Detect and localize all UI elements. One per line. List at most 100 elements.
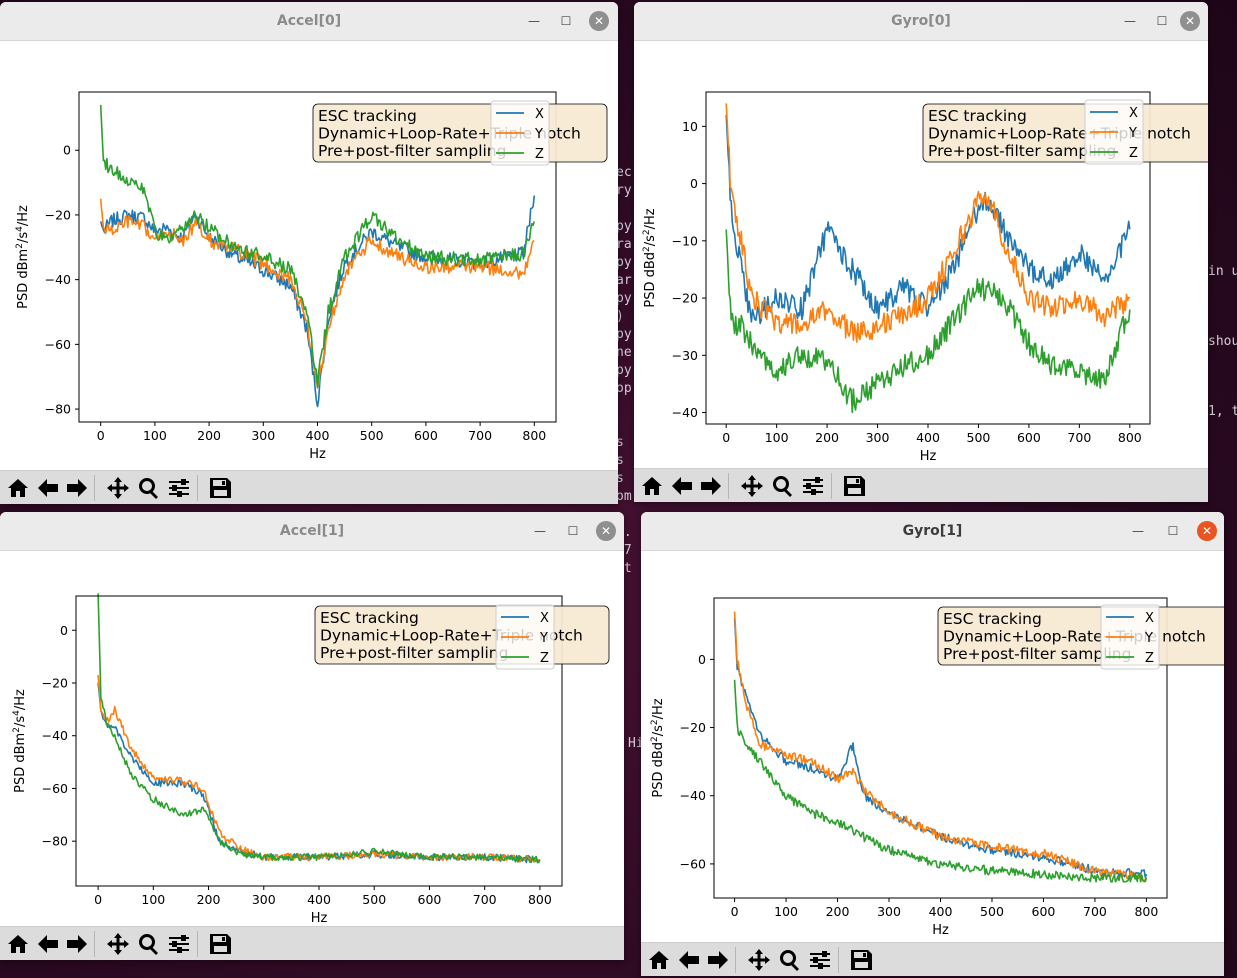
minimize-icon[interactable]: — [1132, 524, 1144, 538]
terminal-line: py [616, 327, 632, 342]
minimize-icon[interactable]: — [1124, 14, 1136, 28]
toolbar-separator [94, 475, 95, 501]
terminal-line: ry [616, 183, 632, 198]
terminal-line: s [616, 435, 624, 450]
save-icon[interactable] [848, 948, 874, 972]
maximize-icon[interactable]: ☐ [1167, 524, 1179, 538]
terminal-line [1208, 359, 1237, 394]
maximize-icon[interactable]: ☐ [1156, 14, 1168, 28]
x-tick-label: 200 [826, 904, 850, 919]
series-line-z [725, 229, 1131, 414]
psd-plot-accel1[interactable]: 0 100 200 300 400 500 600 700 800 −80 −60 −40 −20 0 Hz… [0, 550, 624, 926]
x-axis-label: Hz [932, 923, 949, 938]
home-icon[interactable] [5, 932, 31, 956]
configure-subplots-icon[interactable] [800, 474, 826, 498]
window-accel0[interactable]: Accel[0] — ☐ ✕ 0 100 200 300 400 500 600 700 800… [0, 2, 618, 504]
save-icon[interactable] [207, 932, 233, 956]
x-tick-label: 500 [360, 428, 384, 443]
x-tick-label: 400 [306, 428, 330, 443]
annotation-line: Pre+post-filter sampling [320, 644, 508, 662]
home-icon[interactable] [639, 474, 665, 498]
x-tick-label: 0 [722, 430, 730, 445]
save-icon[interactable] [841, 474, 867, 498]
title-bar[interactable]: Accel[0] — ☐ ✕ [0, 2, 618, 41]
zoom-icon[interactable] [136, 476, 162, 500]
minimize-icon[interactable]: — [528, 14, 540, 28]
terminal-line: in u [1208, 264, 1237, 279]
close-icon[interactable]: ✕ [589, 11, 609, 31]
pan-icon[interactable] [739, 474, 765, 498]
back-arrow-icon[interactable] [35, 476, 61, 500]
zoom-icon[interactable] [136, 932, 162, 956]
maximize-icon[interactable]: ☐ [567, 524, 579, 538]
x-tick-label: 400 [307, 892, 331, 907]
title-bar[interactable]: Gyro[1] — ☐ ✕ [641, 512, 1224, 551]
forward-arrow-icon[interactable] [698, 474, 724, 498]
save-icon[interactable] [207, 476, 233, 500]
y-axis-label: PSD dBm2/s4/Hz [15, 205, 31, 309]
psd-plot-accel0[interactable]: 0 100 200 300 400 500 600 700 800 −80 −60 −40 −20 0 Hz… [0, 40, 618, 470]
back-arrow-icon[interactable] [676, 948, 702, 972]
back-arrow-icon[interactable] [669, 474, 695, 498]
terminal-line [616, 416, 632, 434]
psd-plot-gyro0[interactable]: 0 100 200 300 400 500 600 700 800 −40 −30 −20 −10 0 10… [634, 40, 1208, 468]
back-arrow-icon[interactable] [35, 932, 61, 956]
series-line-z [97, 593, 541, 864]
toolbar-separator [728, 473, 729, 499]
zoom-icon[interactable] [770, 474, 796, 498]
x-tick-label: 700 [1083, 904, 1107, 919]
title-bar[interactable]: Accel[1] — ☐ ✕ [0, 512, 624, 551]
zoom-icon[interactable] [777, 948, 803, 972]
toolbar-separator [197, 931, 198, 957]
annotation-line: ESC tracking [320, 609, 419, 627]
x-tick-label: 200 [197, 428, 221, 443]
pan-icon[interactable] [746, 948, 772, 972]
legend-label: X [1145, 611, 1154, 626]
y-tick-label: −40 [42, 728, 68, 743]
pan-icon[interactable] [105, 476, 131, 500]
configure-subplots-icon[interactable] [807, 948, 833, 972]
y-tick-label: −20 [45, 207, 71, 222]
y-tick-label: −60 [42, 781, 68, 796]
psd-plot-gyro1[interactable]: 0 100 200 300 400 500 600 700 800 −60 −40 −20 0 Hz PSD… [641, 550, 1224, 942]
terminal-line: op [616, 381, 632, 396]
forward-arrow-icon[interactable] [64, 476, 90, 500]
x-tick-label: 700 [468, 428, 492, 443]
x-tick-label: 700 [473, 892, 497, 907]
x-tick-label: 300 [877, 904, 901, 919]
terminal-line: om [616, 489, 632, 504]
close-icon[interactable]: ✕ [596, 521, 616, 541]
x-tick-label: 600 [418, 892, 442, 907]
legend: XYZ [495, 604, 555, 670]
terminal-line: s [616, 453, 624, 468]
window-accel1[interactable]: Accel[1] — ☐ ✕ 0 100 200 300 400 500 600 700 800… [0, 512, 624, 960]
forward-arrow-icon[interactable] [64, 932, 90, 956]
series-line-z [99, 104, 536, 389]
home-icon[interactable] [646, 948, 672, 972]
window-gyro1[interactable]: Gyro[1] — ☐ ✕ 0 100 200 300 400 500 600 700 800 −… [641, 512, 1224, 976]
configure-subplots-icon[interactable] [166, 932, 192, 956]
y-axis-label: PSD dBd2/s2/Hz [650, 698, 666, 797]
y-axis-label: PSD dBd2/s2/Hz [642, 208, 658, 307]
terminal-text-hi: Hi [628, 736, 644, 751]
minimize-icon[interactable]: — [534, 524, 546, 538]
home-icon[interactable] [5, 476, 31, 500]
pan-icon[interactable] [105, 932, 131, 956]
close-icon[interactable]: ✕ [1180, 11, 1200, 31]
window-gyro0[interactable]: Gyro[0] — ☐ ✕ 0 100 200 300 400 500 600 700 800−… [634, 2, 1208, 502]
terminal-line: ) [616, 309, 624, 324]
x-tick-label: 100 [143, 428, 167, 443]
y-axis-label: PSD dBm2/s4/Hz [12, 689, 28, 793]
title-bar[interactable]: Gyro[0] — ☐ ✕ [634, 2, 1208, 41]
close-icon[interactable]: ✕ [1197, 521, 1217, 541]
maximize-icon[interactable]: ☐ [560, 14, 572, 28]
configure-subplots-icon[interactable] [166, 476, 192, 500]
terminal-line: py [616, 363, 632, 378]
forward-arrow-icon[interactable] [705, 948, 731, 972]
terminal-line: ra [616, 237, 632, 252]
y-tick-label: −80 [45, 402, 71, 417]
window-title: Gyro[1] [902, 523, 963, 539]
y-tick-label: −20 [42, 676, 68, 691]
